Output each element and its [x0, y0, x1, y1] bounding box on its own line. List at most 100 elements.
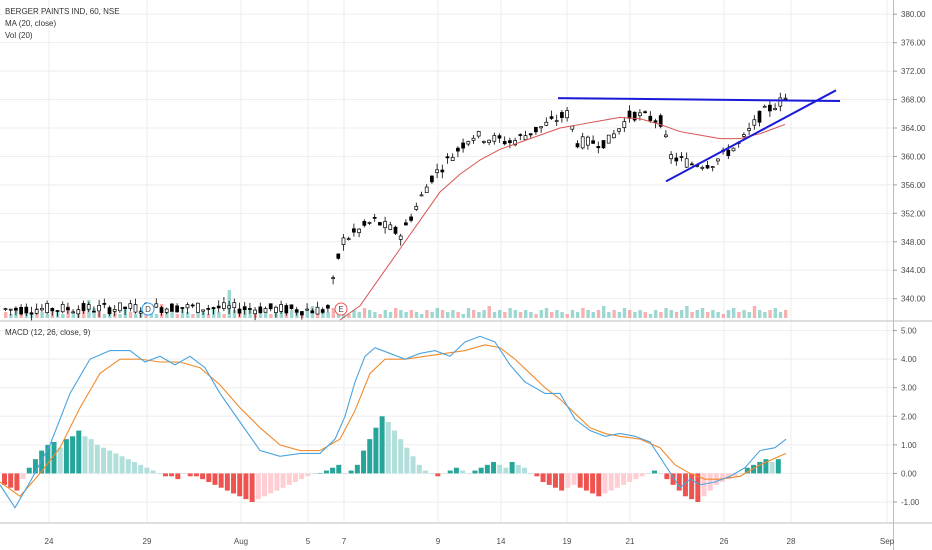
macd-histogram-bar	[744, 467, 750, 474]
candle-down	[456, 147, 460, 152]
volume-bar	[628, 310, 632, 318]
candle-down	[508, 140, 512, 144]
candle-down	[294, 309, 299, 313]
volume-bar	[61, 314, 65, 318]
candle-down	[326, 305, 330, 309]
candle-up	[118, 302, 122, 312]
macd-histogram-bar	[398, 439, 404, 474]
macd-histogram-bar	[274, 473, 280, 491]
volume-bar	[331, 308, 335, 318]
volume-bar	[82, 310, 86, 318]
macd-histogram-bar	[503, 467, 509, 474]
macd-histogram-bar	[769, 462, 775, 474]
volume-bar	[742, 310, 746, 318]
volume-bar	[685, 306, 689, 318]
candle-down	[55, 310, 60, 312]
macd-histogram-bar	[763, 459, 769, 474]
time-tick-label: Aug	[234, 537, 248, 546]
macd-histogram-bar	[682, 473, 688, 497]
macd-tick-label: 3.00	[901, 384, 917, 393]
volume-bar	[607, 312, 611, 318]
macd-histogram-bar	[76, 430, 82, 474]
macd-histogram-bar	[224, 473, 230, 491]
candle-down	[14, 307, 18, 311]
candle-down	[211, 307, 216, 310]
volume-bar	[518, 312, 523, 318]
candle-up	[622, 121, 627, 129]
macd-histogram-bar	[689, 473, 695, 500]
candle-up	[482, 141, 486, 143]
macd-histogram-bar	[150, 470, 156, 474]
volume-bar	[700, 308, 705, 318]
macd-histogram-bar	[243, 473, 249, 500]
macd-histogram-bar	[268, 473, 274, 494]
candle-up	[513, 140, 517, 146]
candle-up	[638, 112, 642, 117]
volume-bar	[316, 312, 320, 318]
candle-up	[580, 136, 585, 149]
price-tick-label: 368.00	[901, 96, 926, 105]
volume-bar	[539, 310, 543, 318]
macd-histogram-bar	[330, 467, 336, 474]
volume-bar	[487, 306, 491, 318]
candle-down	[679, 156, 684, 158]
candle-up	[742, 134, 746, 137]
volume-bar	[784, 310, 788, 318]
volume-bar	[305, 310, 309, 318]
macd-histogram-bar	[441, 473, 447, 474]
candle-up	[253, 309, 257, 315]
candle-down	[123, 306, 127, 310]
macd-histogram-bar	[2, 473, 7, 485]
candle-down	[107, 307, 112, 314]
volume-bar	[264, 312, 268, 318]
macd-histogram-bar	[528, 473, 534, 474]
macd-histogram-bar	[348, 470, 354, 474]
macd-histogram-bar	[565, 473, 571, 488]
candle-up	[773, 108, 777, 111]
macd-histogram-bar	[8, 473, 14, 488]
volume-bar	[134, 314, 138, 318]
macd-histogram-bar	[639, 473, 645, 477]
time-tick-label: 9	[436, 537, 441, 546]
volume-bar	[508, 308, 512, 318]
candle-down	[653, 120, 658, 123]
candle-down	[352, 228, 356, 233]
volume-bar	[664, 308, 668, 318]
volume-bar	[409, 310, 413, 318]
macd-histogram-bar	[540, 473, 546, 482]
event-label: E	[338, 305, 343, 314]
macd-histogram-bar	[757, 462, 763, 474]
candle-up	[747, 128, 751, 131]
volume-bar	[659, 312, 663, 318]
volume-bar	[726, 310, 731, 318]
candle-down	[690, 163, 694, 166]
macd-histogram-bar	[249, 473, 255, 502]
candle-up	[3, 308, 8, 310]
time-tick-label: 19	[563, 537, 572, 546]
macd-histogram-bar	[20, 473, 26, 480]
volume-bar	[222, 314, 226, 318]
candle-up	[565, 110, 569, 119]
volume-legend: Vol (20)	[5, 31, 33, 40]
candle-down	[632, 111, 637, 121]
candle-up	[76, 309, 81, 315]
macd-histogram-bar	[472, 470, 478, 474]
price-tick-label: 360.00	[901, 152, 926, 161]
macd-histogram-bar	[664, 473, 670, 480]
volume-bar	[758, 310, 762, 318]
volume-bar	[232, 310, 237, 318]
candle-down	[674, 157, 679, 162]
macd-histogram-bar	[39, 450, 45, 474]
volume-bar	[565, 314, 569, 318]
volume-bar	[773, 308, 777, 318]
macd-pane[interactable]	[0, 335, 787, 509]
volume-bar	[269, 314, 273, 318]
macd-histogram-bar	[658, 473, 664, 474]
volume-bar	[71, 312, 75, 318]
volume-bar	[357, 312, 361, 318]
price-tick-label: 356.00	[901, 181, 926, 190]
macd-histogram-bar	[404, 447, 410, 474]
candle-up	[227, 305, 231, 309]
